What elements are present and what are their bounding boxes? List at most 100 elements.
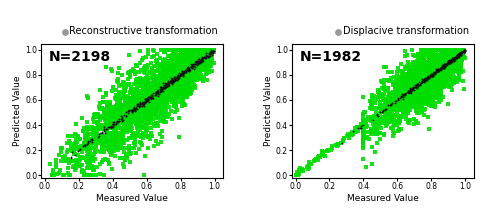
Point <box>120 120 128 124</box>
Point <box>424 84 432 88</box>
Point <box>413 92 421 96</box>
Point <box>182 70 190 74</box>
Point <box>150 83 158 87</box>
Point <box>420 76 428 79</box>
Point <box>70 142 78 146</box>
Point <box>427 73 435 76</box>
Point <box>80 148 87 151</box>
Point <box>123 127 131 131</box>
Point <box>157 88 165 92</box>
Point <box>196 48 204 52</box>
Point <box>142 100 150 103</box>
Point <box>143 97 151 101</box>
Point <box>449 52 456 55</box>
Point <box>167 81 175 84</box>
Point <box>454 52 462 56</box>
Point <box>177 56 185 60</box>
Point <box>455 48 463 52</box>
Point <box>404 109 412 112</box>
Point <box>187 65 195 68</box>
Point <box>184 48 192 52</box>
Point <box>192 54 200 58</box>
Point <box>437 66 445 69</box>
Point <box>142 128 150 131</box>
Point <box>108 122 116 126</box>
Point <box>422 66 430 69</box>
Point <box>186 80 194 83</box>
Point <box>157 140 165 144</box>
Point <box>137 49 144 53</box>
Point <box>399 99 407 103</box>
Point <box>171 76 179 79</box>
Point <box>407 88 415 91</box>
Point <box>101 117 109 120</box>
Point <box>204 48 212 52</box>
Point <box>398 109 405 112</box>
Point <box>146 93 154 96</box>
Point <box>441 65 449 68</box>
Point <box>448 49 455 52</box>
Point <box>391 123 399 127</box>
Point <box>160 48 168 52</box>
Point <box>436 48 444 52</box>
Point <box>127 136 135 140</box>
Point <box>168 71 175 74</box>
Point <box>174 95 182 99</box>
Point <box>369 129 377 132</box>
Point <box>434 62 442 65</box>
Point <box>446 60 454 64</box>
Point <box>139 133 147 137</box>
Point <box>186 59 193 62</box>
Point <box>439 84 447 87</box>
Point <box>168 58 176 61</box>
Point <box>138 101 146 105</box>
Point <box>325 148 332 152</box>
Point <box>447 51 455 54</box>
Point <box>181 56 189 59</box>
Point <box>183 92 191 96</box>
Point <box>157 85 165 89</box>
Point <box>120 141 128 145</box>
Point <box>424 76 432 80</box>
Point <box>434 85 441 89</box>
Point <box>145 97 153 101</box>
Point <box>199 48 207 52</box>
Point <box>435 48 443 52</box>
Point <box>403 89 411 93</box>
Point <box>347 133 354 136</box>
Point <box>192 67 200 70</box>
Point <box>424 97 432 101</box>
X-axis label: Measured Value: Measured Value <box>96 194 168 203</box>
Point <box>155 96 163 100</box>
Point <box>430 60 437 64</box>
Point <box>154 97 161 100</box>
Point <box>177 54 185 57</box>
Point <box>193 59 201 63</box>
Point <box>443 75 451 79</box>
Point <box>148 135 156 138</box>
Point <box>432 63 440 67</box>
Point <box>145 121 153 125</box>
Point <box>141 97 149 100</box>
Point <box>176 73 184 76</box>
Point <box>128 127 136 130</box>
Point <box>180 70 188 73</box>
Point <box>111 122 119 126</box>
Point <box>416 98 423 101</box>
Point <box>366 106 374 110</box>
Point <box>423 92 431 95</box>
Point <box>139 56 147 60</box>
Point <box>70 148 78 151</box>
Point <box>446 48 454 52</box>
Point <box>175 49 183 52</box>
Point <box>427 73 435 77</box>
Point <box>189 55 197 58</box>
Point <box>165 79 173 83</box>
Point <box>419 76 427 79</box>
Point <box>451 66 458 70</box>
Point <box>412 79 420 82</box>
Point <box>133 99 141 102</box>
Point <box>417 70 424 73</box>
Point <box>117 138 125 141</box>
Point <box>174 85 182 89</box>
